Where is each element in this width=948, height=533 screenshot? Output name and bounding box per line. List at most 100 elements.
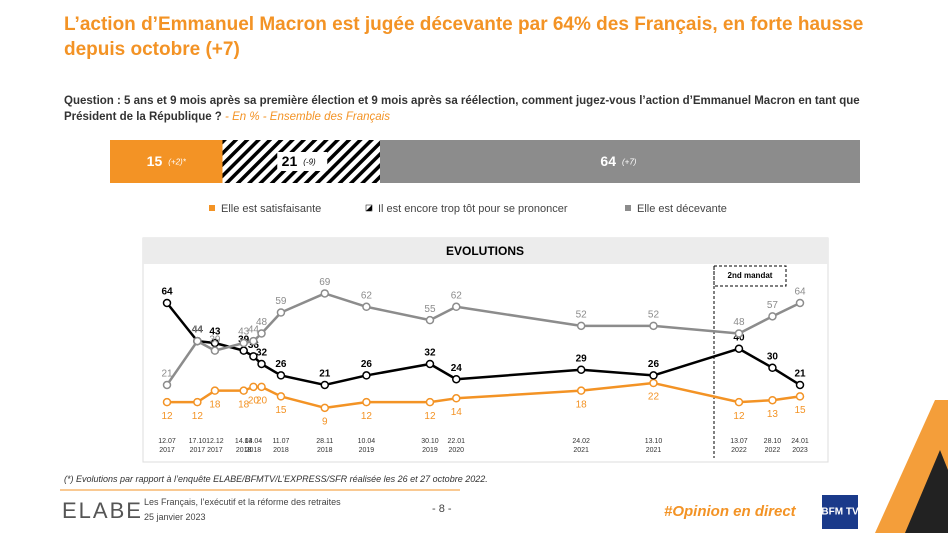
data-label: 18 — [238, 399, 250, 410]
x-tick-label: 13.10 2021 — [644, 438, 663, 454]
point — [320, 289, 330, 298]
legend-label: Elle est décevante — [637, 203, 727, 215]
x-tick-label: 28.11 2018 — [316, 438, 334, 454]
point — [320, 380, 330, 390]
data-label: 21 — [161, 369, 173, 380]
brand: ELABE — [62, 498, 143, 523]
data-label: 26 — [361, 359, 373, 370]
data-label: 57 — [767, 300, 779, 311]
point — [249, 352, 258, 361]
legend-label: Elle est satisfaisante — [221, 203, 321, 215]
point — [795, 380, 805, 390]
chart-title: EVOLUTIONS — [446, 244, 524, 258]
data-label: 52 — [576, 309, 588, 320]
point — [239, 338, 248, 348]
bar-segment — [380, 140, 860, 183]
x-tick-label: 14.03 2018 — [234, 438, 253, 454]
partner-name: BFM TV — [821, 507, 859, 518]
point — [576, 365, 586, 374]
point — [452, 302, 461, 312]
x-tick-label: 24.02 2021 — [572, 438, 590, 454]
legend-marker — [209, 205, 215, 211]
data-label: 44 — [248, 325, 260, 336]
point — [162, 380, 172, 390]
point — [425, 359, 435, 369]
panel-header — [143, 238, 828, 264]
point — [257, 329, 266, 338]
x-tick-label: 14.04 2018 — [244, 438, 263, 454]
point — [162, 298, 172, 308]
point — [249, 336, 258, 346]
x-tick-label: 10.04 2019 — [357, 438, 376, 454]
point — [239, 386, 248, 395]
study-date: 25 janvier 2023 — [144, 512, 206, 522]
x-tick-label: 17.10 2017 — [188, 438, 207, 454]
data-label: 12 — [733, 411, 745, 422]
data-label: 44 — [192, 325, 204, 336]
data-label: 12 — [424, 411, 436, 422]
point — [795, 298, 805, 308]
point — [210, 346, 220, 355]
data-label: 9 — [322, 416, 328, 427]
data-label: 12 — [161, 411, 173, 422]
x-tick-label: 11.07 2018 — [272, 438, 290, 454]
x-tick-label: 13.07 2022 — [730, 438, 748, 454]
data-label: 12 — [192, 411, 204, 422]
point — [452, 374, 461, 384]
data-label: 20 — [256, 396, 268, 407]
point — [362, 397, 371, 407]
point — [249, 382, 258, 392]
question-block: Question : 5 ans et 9 mois après sa prem… — [64, 93, 864, 125]
x-tick-label: 24.01 2023 — [791, 438, 809, 454]
footnote: (*) Evolutions par rapport à l’enquête E… — [64, 474, 488, 484]
point — [276, 392, 286, 401]
data-label: 22 — [648, 392, 660, 403]
value-label: 21 — [282, 153, 298, 169]
data-label: 62 — [451, 290, 463, 301]
bar-segment — [110, 140, 223, 183]
point — [193, 336, 202, 346]
data-label: 52 — [648, 309, 660, 320]
point — [193, 397, 202, 407]
data-label: 44 — [192, 325, 204, 336]
mandate-box — [713, 265, 787, 287]
logo-mark — [875, 400, 948, 533]
point — [734, 329, 744, 338]
point — [768, 363, 777, 373]
data-label: 48 — [256, 317, 268, 328]
data-label: 30 — [767, 351, 779, 362]
title: L’action d’Emmanuel Macron est jugée déc… — [64, 14, 864, 60]
point — [425, 397, 435, 407]
question: Question : 5 ans et 9 mois après sa prem… — [64, 95, 860, 123]
line — [165, 292, 801, 386]
data-label: 48 — [733, 317, 745, 328]
point — [795, 392, 805, 401]
data-label: 26 — [275, 359, 287, 370]
data-label: 20 — [248, 396, 260, 407]
data-label: 32 — [424, 348, 436, 359]
point — [162, 397, 172, 407]
point — [768, 312, 777, 321]
data-label: 26 — [648, 359, 660, 370]
study: Les Français, l’exécutif et la réforme d… — [144, 497, 341, 507]
data-label: 64 — [161, 287, 173, 298]
data-label: 21 — [794, 369, 806, 380]
point — [362, 371, 371, 380]
point — [320, 403, 330, 413]
point — [362, 302, 371, 312]
data-label: 36 — [248, 340, 260, 351]
point — [257, 359, 266, 369]
point — [425, 315, 435, 325]
point — [649, 371, 658, 380]
data-label: 21 — [319, 369, 331, 380]
data-label: 32 — [256, 348, 268, 359]
legend-label: Il est encore trop tôt pour se prononcer — [378, 203, 568, 215]
point — [257, 382, 266, 392]
label-bg — [277, 152, 328, 171]
panel — [142, 237, 829, 463]
x-tick-label: 30.10 2019 — [421, 438, 439, 454]
hashtag: #Opinion en direct — [664, 503, 796, 520]
data-label: 18 — [209, 399, 221, 410]
